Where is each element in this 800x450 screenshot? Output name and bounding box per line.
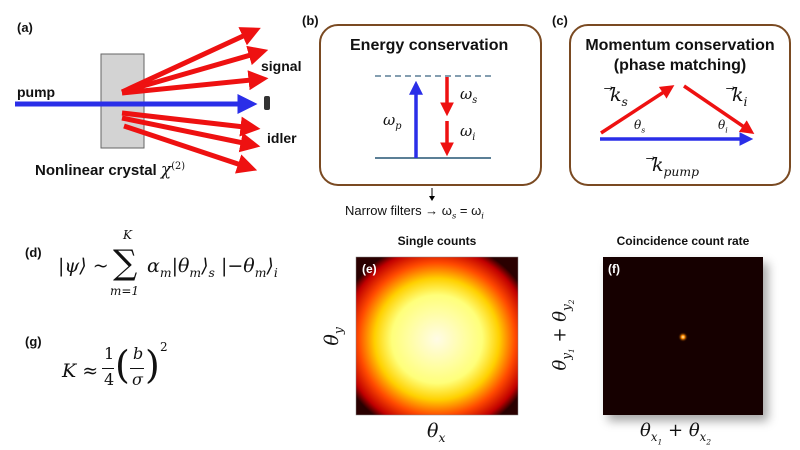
theta-i-label: θi (718, 118, 728, 135)
phase-matching-subtitle: (phase matching) (613, 57, 747, 74)
fraction-den: 4 (104, 370, 115, 389)
panel-f-label: (f) (608, 262, 620, 276)
omega-i: ωi (460, 122, 476, 143)
k-signal-arrow (600, 85, 675, 135)
theta-y-axis-label: θy (320, 327, 346, 346)
state-lhs: |ψ⟩ ~ (58, 255, 109, 277)
idler-beams (121, 110, 261, 174)
panel-d-label: (d) (25, 245, 42, 260)
k-idler-label: ⃗ki (732, 84, 748, 109)
inner-num: b (133, 344, 144, 363)
paren-left: ( (115, 343, 130, 387)
state-terms: αm|θm⟩s |−θm⟩i (147, 255, 278, 280)
sum-symbol: ∑ (113, 243, 138, 283)
signal-beams (120, 27, 269, 96)
momentum-box (569, 24, 791, 186)
coincidence-title: Coincidence count rate (616, 234, 750, 248)
panel-a-label: (a) (17, 20, 33, 35)
signal-label: signal (261, 58, 302, 74)
coincidence-peak (678, 332, 688, 342)
k-approx-lhs: K ≈ (62, 360, 99, 382)
pump-label: pump (17, 84, 56, 100)
single-counts-image (355, 256, 519, 416)
panel-e-label: (e) (362, 262, 377, 276)
panel-g-label: (g) (25, 334, 42, 349)
idler-label: idler (267, 130, 297, 146)
narrow-filters-note: Narrow filters → ωs = ωi (345, 203, 484, 221)
paren-right: ) (145, 343, 160, 387)
omega-p: ωp (383, 111, 402, 132)
panel-b-label: (b) (302, 13, 319, 28)
theta-s-label: θs (634, 118, 646, 135)
theta-x-sum-axis-label: θx1 + θx2 (640, 420, 712, 446)
sum-upper: K (123, 228, 132, 242)
inner-den: σ (132, 370, 143, 389)
k-pump-label: ⃗kpump (652, 154, 699, 179)
theta-y-sum-axis-label: θy1 + θy2 (549, 299, 576, 371)
nonlinear-crystal (100, 53, 145, 149)
sum-lower: m=1 (110, 284, 140, 298)
k-signal-label: ⃗ks (610, 84, 628, 109)
energy-box (319, 24, 542, 186)
momentum-title: Momentum conservation (585, 37, 775, 54)
energy-title: Energy conservation (350, 37, 509, 54)
single-counts-title: Single counts (397, 234, 477, 248)
panel-c-label: (c) (552, 13, 568, 28)
crystal-caption: Nonlinear crystal χ(2) (35, 160, 186, 180)
theta-x-axis-label: θx (427, 420, 446, 445)
k-idler-arrow (683, 84, 755, 134)
beam-block (264, 96, 270, 110)
fraction-num: 1 (104, 344, 115, 363)
exponent: 2 (160, 340, 168, 354)
omega-s: ωs (460, 85, 478, 106)
